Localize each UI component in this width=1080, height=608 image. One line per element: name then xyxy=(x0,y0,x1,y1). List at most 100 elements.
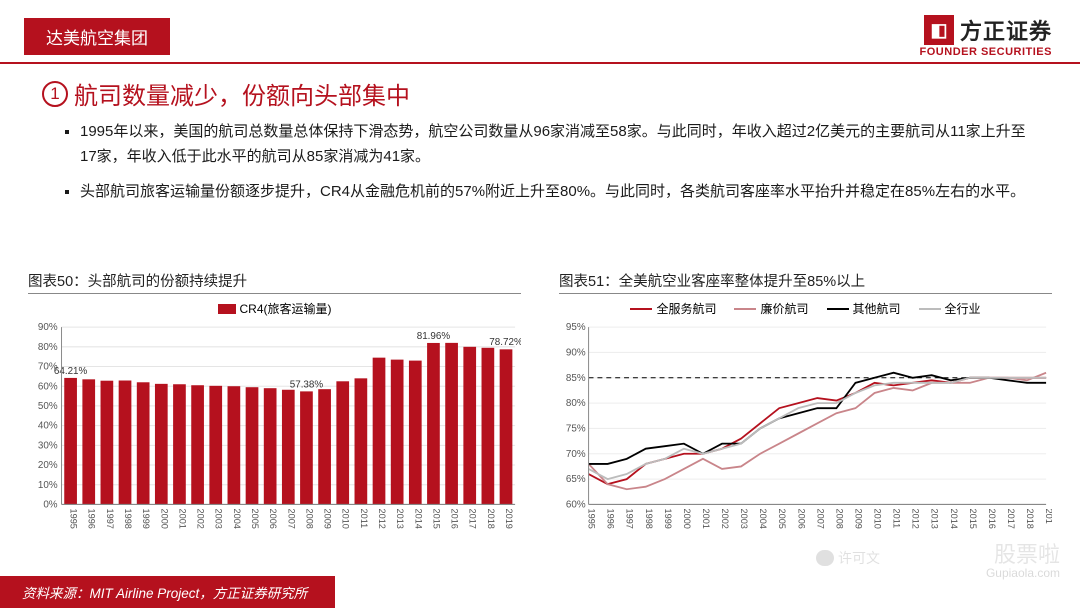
svg-text:201: 201 xyxy=(1044,509,1052,524)
logo-mark-icon: ◧ xyxy=(924,15,954,45)
svg-text:90%: 90% xyxy=(38,322,58,333)
svg-text:2002: 2002 xyxy=(720,509,730,529)
svg-text:2018: 2018 xyxy=(486,509,496,529)
svg-text:2014: 2014 xyxy=(949,509,959,529)
svg-text:1996: 1996 xyxy=(87,509,97,529)
title-text: 航司数量减少，份额向头部集中 xyxy=(74,76,410,111)
svg-text:10%: 10% xyxy=(38,480,58,491)
legend-item: 全服务航司 xyxy=(630,300,716,317)
svg-text:2005: 2005 xyxy=(777,509,787,529)
logo-text-en: FOUNDER SECURITIES xyxy=(920,46,1052,58)
svg-text:1999: 1999 xyxy=(663,509,673,529)
svg-text:2012: 2012 xyxy=(911,509,921,529)
svg-text:2004: 2004 xyxy=(758,509,768,529)
legend-swatch-icon xyxy=(218,304,236,314)
svg-text:85%: 85% xyxy=(566,373,586,384)
legend-line-icon xyxy=(630,308,652,310)
svg-text:20%: 20% xyxy=(38,460,58,471)
header-rule xyxy=(0,62,1080,64)
wechat-icon xyxy=(816,550,834,566)
svg-text:2015: 2015 xyxy=(431,509,441,529)
legend-label: 全行业 xyxy=(945,300,981,317)
legend-item: 全行业 xyxy=(919,300,981,317)
svg-text:57.38%: 57.38% xyxy=(290,379,323,390)
svg-text:1999: 1999 xyxy=(141,509,151,529)
svg-text:2016: 2016 xyxy=(987,509,997,529)
svg-text:2004: 2004 xyxy=(232,509,242,529)
svg-text:78.72%: 78.72% xyxy=(489,337,521,348)
svg-text:50%: 50% xyxy=(38,401,58,412)
svg-text:2007: 2007 xyxy=(286,509,296,529)
svg-text:80%: 80% xyxy=(566,398,586,409)
body-bullets: 1995年以来，美国的航司总数量总体保持下滑态势，航空公司数量从96家消减至58… xyxy=(60,120,1032,214)
svg-text:2006: 2006 xyxy=(268,509,278,529)
svg-text:2008: 2008 xyxy=(834,509,844,529)
chart-51-legend: 全服务航司 廉价航司 其他航司 全行业 xyxy=(559,298,1052,321)
svg-text:95%: 95% xyxy=(566,322,586,333)
svg-text:2003: 2003 xyxy=(739,509,749,529)
svg-text:40%: 40% xyxy=(38,421,58,432)
svg-text:2018: 2018 xyxy=(1025,509,1035,529)
svg-text:64.21%: 64.21% xyxy=(54,366,87,377)
legend-line-icon xyxy=(919,308,941,310)
legend-label: CR4(旅客运输量) xyxy=(240,300,332,317)
svg-text:2015: 2015 xyxy=(968,509,978,529)
svg-text:2006: 2006 xyxy=(796,509,806,529)
chart-51: 图表51：全美航空业客座率整体提升至85%以上 全服务航司廉价航司其他航司全行业… xyxy=(559,270,1052,535)
svg-text:70%: 70% xyxy=(566,449,586,460)
svg-text:1995: 1995 xyxy=(587,509,597,529)
svg-text:2013: 2013 xyxy=(930,509,940,529)
svg-text:65%: 65% xyxy=(566,474,586,485)
wechat-name: 许可文 xyxy=(838,548,880,568)
svg-text:30%: 30% xyxy=(38,440,58,451)
legend-label: 廉价航司 xyxy=(760,300,808,317)
chart-51-plot: 60%65%70%75%80%85%90%95%1995199619971998… xyxy=(559,321,1052,535)
chart-50-plot: 0%10%20%30%40%50%60%70%80%90%64.21%57.38… xyxy=(28,321,521,535)
section-tag: 达美航空集团 xyxy=(24,18,170,55)
legend-item: 其他航司 xyxy=(827,300,901,317)
svg-text:2010: 2010 xyxy=(873,509,883,529)
svg-text:2009: 2009 xyxy=(853,509,863,529)
svg-text:2019: 2019 xyxy=(504,509,514,529)
svg-text:2011: 2011 xyxy=(892,509,902,529)
charts-row: 图表50：头部航司的份额持续提升 CR4(旅客运输量) 0%10%20%30%4… xyxy=(28,270,1052,535)
source-footer: 资料来源：MIT Airline Project，方正证券研究所 xyxy=(0,576,335,608)
svg-text:60%: 60% xyxy=(566,499,586,510)
svg-text:2017: 2017 xyxy=(468,509,478,529)
bullet-item: 头部航司旅客运输量份额逐步提升，CR4从金融危机前的57%附近上升至80%。与此… xyxy=(80,180,1032,205)
legend-label: 全服务航司 xyxy=(656,300,716,317)
site-watermark: 股票啦 Gupiaola.com xyxy=(986,543,1060,580)
svg-text:75%: 75% xyxy=(566,423,586,434)
svg-text:2001: 2001 xyxy=(177,509,187,529)
svg-text:2014: 2014 xyxy=(413,509,423,529)
svg-text:81.96%: 81.96% xyxy=(417,331,450,342)
svg-text:2012: 2012 xyxy=(377,509,387,529)
svg-text:1995: 1995 xyxy=(69,509,79,529)
svg-text:2009: 2009 xyxy=(323,509,333,529)
watermark-main: 股票啦 xyxy=(986,543,1060,567)
svg-text:2010: 2010 xyxy=(341,509,351,529)
watermark-sub: Gupiaola.com xyxy=(986,567,1060,580)
title-number-icon: 1 xyxy=(42,81,68,107)
chart-50: 图表50：头部航司的份额持续提升 CR4(旅客运输量) 0%10%20%30%4… xyxy=(28,270,521,535)
svg-text:1998: 1998 xyxy=(123,509,133,529)
brand-logo: ◧ 方正证券 FOUNDER SECURITIES xyxy=(920,14,1052,58)
svg-text:2016: 2016 xyxy=(450,509,460,529)
bullet-item: 1995年以来，美国的航司总数量总体保持下滑态势，航空公司数量从96家消减至58… xyxy=(80,120,1032,170)
logo-text-cn: 方正证券 xyxy=(960,14,1052,46)
svg-text:2000: 2000 xyxy=(159,509,169,529)
legend-item: 廉价航司 xyxy=(734,300,808,317)
svg-text:2011: 2011 xyxy=(359,509,369,529)
svg-text:2008: 2008 xyxy=(304,509,314,529)
svg-text:2002: 2002 xyxy=(196,509,206,529)
svg-text:1997: 1997 xyxy=(105,509,115,529)
svg-text:2007: 2007 xyxy=(815,509,825,529)
svg-text:2001: 2001 xyxy=(701,509,711,529)
svg-text:2017: 2017 xyxy=(1006,509,1016,529)
legend-label: 其他航司 xyxy=(853,300,901,317)
legend-line-icon xyxy=(827,308,849,310)
legend-line-icon xyxy=(734,308,756,310)
svg-text:2003: 2003 xyxy=(214,509,224,529)
svg-text:1997: 1997 xyxy=(625,509,635,529)
chart-50-legend: CR4(旅客运输量) xyxy=(28,298,521,321)
